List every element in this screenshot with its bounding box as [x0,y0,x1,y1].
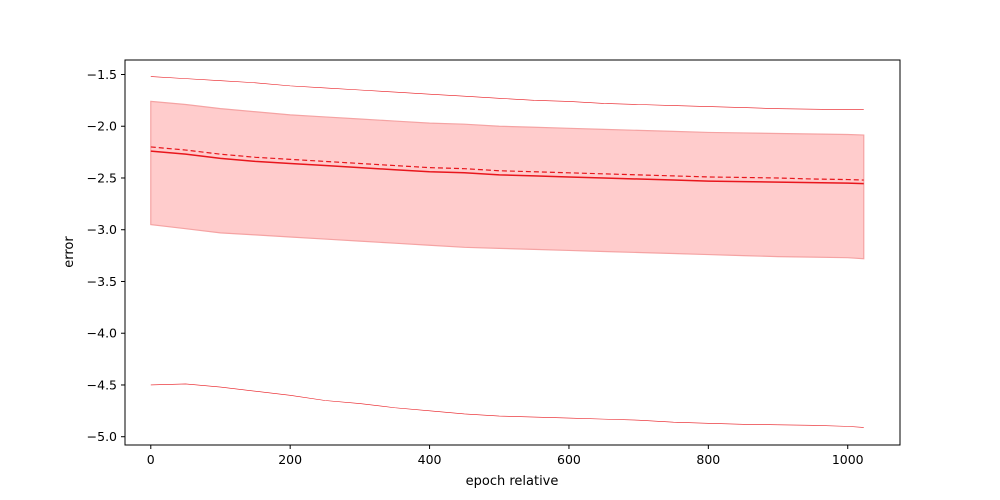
x-tick-label: 400 [418,452,442,467]
y-axis: −5.0 −4.5 −4.0 −3.5 −3.0 −2.5 −2.0 −1.5 [87,67,125,444]
plot-area [150,76,865,428]
y-tick-label: −2.0 [87,119,117,134]
y-tick-label: −3.0 [87,222,117,237]
axes-frame [124,59,901,446]
series-max-line [150,76,864,110]
x-axis-label: epoch relative [466,474,559,489]
y-axis-label: error [62,236,77,268]
series-dashed-line [150,146,864,181]
x-axis: 0 200 400 600 800 1000 [147,445,864,467]
series-solid-line [150,150,864,185]
y-tick-label: −4.5 [87,377,117,392]
series-band [150,100,865,260]
y-tick-label: −5.0 [87,429,117,444]
x-tick-label: 800 [696,452,720,467]
y-tick-label: −4.0 [87,326,117,341]
x-tick-label: 600 [557,452,581,467]
series-min-line [150,383,864,428]
x-tick-label: 1000 [832,452,864,467]
y-tick-label: −2.5 [87,170,117,185]
x-tick-label: 200 [278,452,302,467]
y-tick-label: −1.5 [87,67,117,82]
x-tick-label: 0 [147,452,155,467]
y-tick-label: −3.5 [87,274,117,289]
